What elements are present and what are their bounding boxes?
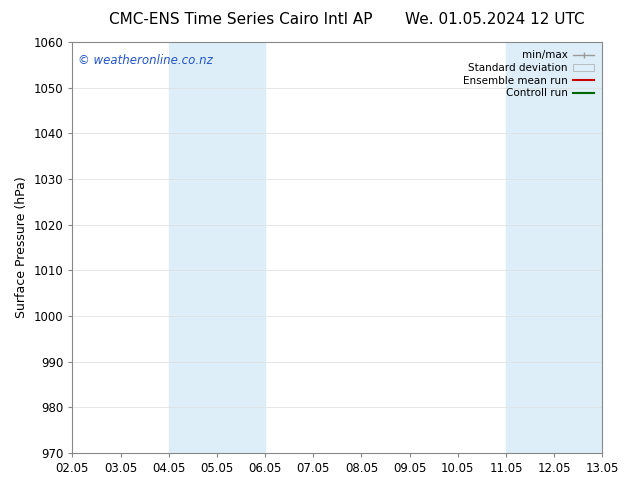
Text: CMC-ENS Time Series Cairo Intl AP: CMC-ENS Time Series Cairo Intl AP: [109, 12, 373, 27]
Bar: [169, 42, 265, 453]
Bar: [506, 42, 602, 453]
Legend: min/max, Standard deviation, Ensemble mean run, Controll run: min/max, Standard deviation, Ensemble me…: [460, 47, 597, 101]
Y-axis label: Surface Pressure (hPa): Surface Pressure (hPa): [15, 176, 28, 318]
Text: © weatheronline.co.nz: © weatheronline.co.nz: [77, 54, 212, 68]
Text: We. 01.05.2024 12 UTC: We. 01.05.2024 12 UTC: [404, 12, 585, 27]
